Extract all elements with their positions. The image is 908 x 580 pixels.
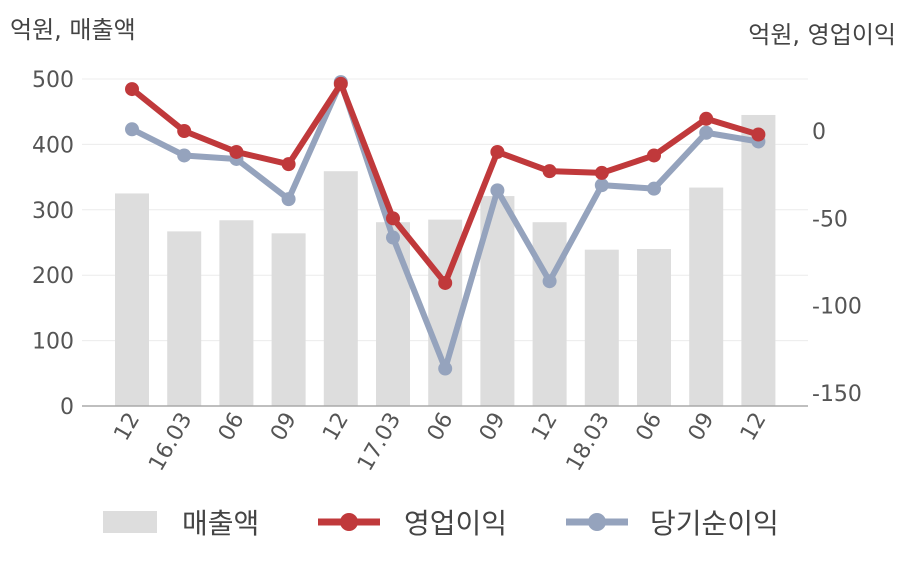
- bar-sales: [376, 222, 410, 406]
- bar-sales: [584, 249, 619, 406]
- point-net-income: [699, 125, 714, 140]
- point-operating-profit: [125, 82, 139, 97]
- left-axis-ticks: 0 100 200 300 400 500: [32, 68, 74, 420]
- point-operating-profit: [751, 127, 766, 142]
- legend-marker-net-income: [588, 513, 606, 531]
- left-tick-label: 400: [32, 133, 74, 158]
- x-tick-label: 12: [736, 409, 772, 446]
- x-tick-label: 09: [266, 409, 302, 446]
- legend-label-sales: 매출액: [182, 507, 259, 540]
- point-net-income: [594, 178, 609, 193]
- point-operating-profit: [699, 111, 714, 126]
- point-net-income: [281, 192, 296, 207]
- x-tick-label: 06: [632, 409, 668, 446]
- point-net-income: [177, 148, 192, 163]
- x-tick-label: 09: [475, 409, 511, 446]
- right-axis-title: 억원, 영업이익: [748, 21, 896, 49]
- legend-swatch-sales: [103, 511, 157, 533]
- x-tick-label: 12: [527, 409, 563, 446]
- legend-label-operating-profit: 영업이익: [404, 507, 507, 540]
- bar-sales: [689, 187, 724, 406]
- left-tick-label: 100: [32, 330, 74, 355]
- point-net-income: [125, 122, 139, 137]
- point-operating-profit: [333, 76, 348, 91]
- bar-sales: [115, 193, 149, 406]
- point-net-income: [647, 181, 661, 196]
- legend: 매출액 영업이익 당기순이익: [103, 507, 779, 540]
- left-tick-label: 200: [32, 264, 74, 289]
- left-tick-label: 300: [32, 199, 74, 224]
- bar-sales: [741, 114, 776, 406]
- legend-item-net-income: 당기순이익: [566, 507, 779, 540]
- right-tick-label: -50: [812, 207, 848, 232]
- x-tick-label: 06: [423, 409, 459, 446]
- x-tick-label: 17.03: [353, 409, 406, 476]
- point-operating-profit: [386, 211, 400, 226]
- left-tick-label: 500: [32, 68, 74, 93]
- bar-sales: [637, 249, 671, 406]
- point-operating-profit: [438, 275, 453, 290]
- bar-sales: [271, 233, 306, 406]
- left-tick-label: 0: [60, 395, 74, 420]
- point-operating-profit: [542, 164, 557, 179]
- point-operating-profit: [594, 165, 609, 180]
- bar-sales: [167, 231, 202, 406]
- point-operating-profit: [647, 148, 661, 163]
- point-operating-profit: [281, 157, 296, 172]
- point-operating-profit: [177, 124, 192, 138]
- x-axis-ticks: 12 16.03 06 09 12 17.03 06 09 12 18.03 06 09 12: [110, 409, 772, 476]
- line-series: [125, 75, 766, 376]
- x-tick-label: 12: [110, 409, 146, 446]
- x-tick-label: 06: [214, 409, 250, 446]
- bar-sales: [219, 220, 254, 406]
- legend-item-operating-profit: 영업이익: [318, 507, 507, 540]
- grid-lines: [82, 78, 808, 342]
- x-tick-label: 12: [318, 409, 354, 446]
- legend-label-net-income: 당기순이익: [650, 507, 779, 540]
- x-tick-label: 16.03: [144, 409, 197, 476]
- point-operating-profit: [229, 144, 244, 159]
- legend-item-sales: 매출액: [103, 507, 259, 540]
- point-operating-profit: [490, 144, 505, 159]
- bar-sales: [532, 222, 567, 406]
- right-tick-label: -100: [812, 295, 862, 320]
- bar-sales: [323, 171, 358, 406]
- right-axis-ticks: 0 -50 -100 -150: [812, 120, 862, 407]
- legend-marker-operating-profit: [340, 513, 358, 531]
- point-net-income: [490, 183, 505, 198]
- right-tick-label: -150: [812, 382, 862, 407]
- x-tick-label: 18.03: [562, 409, 615, 476]
- left-axis-title: 억원, 매출액: [10, 16, 136, 44]
- point-net-income: [542, 274, 557, 289]
- x-tick-label: 09: [684, 409, 720, 446]
- bar-series-sales: [115, 114, 776, 406]
- point-net-income: [386, 230, 400, 245]
- point-net-income: [438, 361, 453, 376]
- right-tick-label: 0: [812, 120, 826, 145]
